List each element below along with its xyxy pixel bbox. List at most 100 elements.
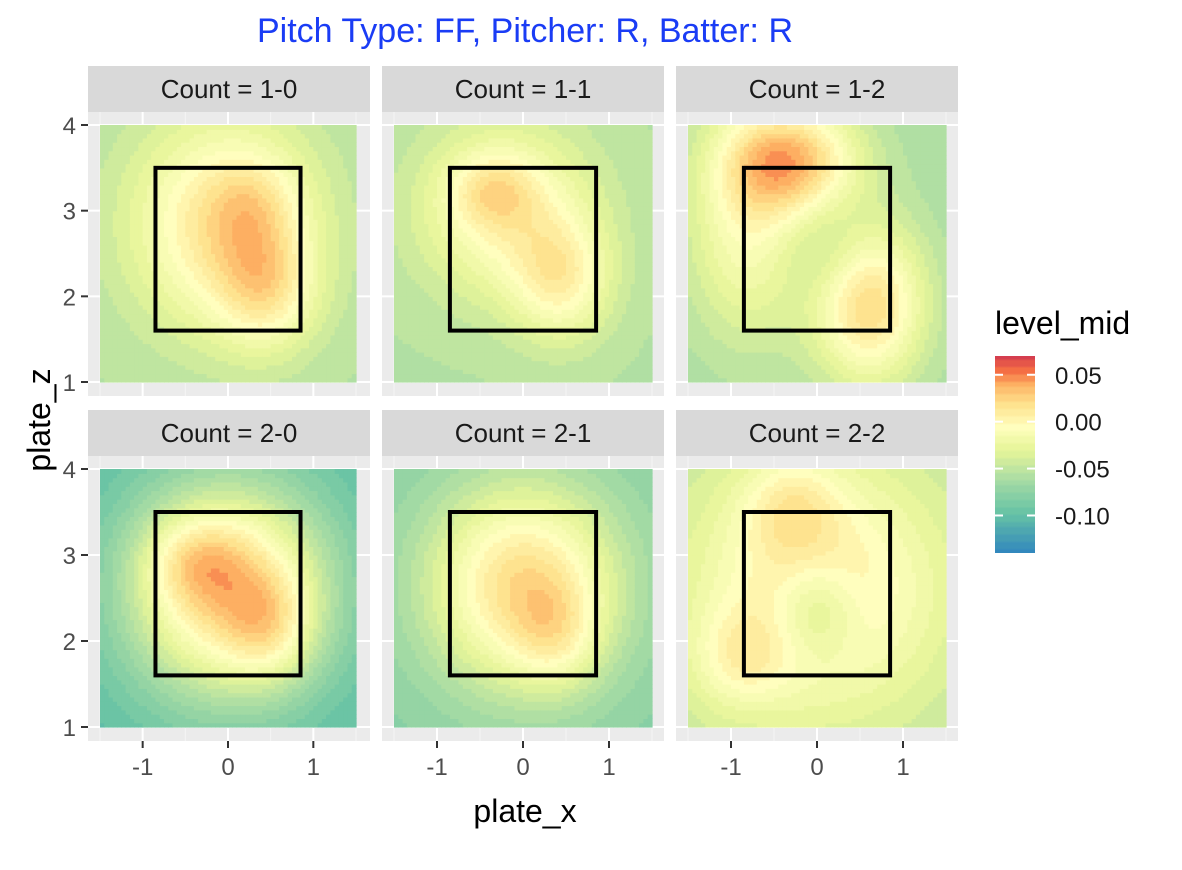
heatmap-cell <box>321 159 327 165</box>
heatmap-cell <box>270 339 276 345</box>
heatmap-cell <box>300 172 306 177</box>
heatmap-cell <box>257 172 263 177</box>
heatmap-cell <box>257 343 263 349</box>
heatmap-cell <box>138 360 144 366</box>
heatmap-cell <box>484 373 490 379</box>
heatmap-cell <box>330 279 336 285</box>
heatmap-cell <box>240 184 246 190</box>
heatmap-cell <box>300 125 306 130</box>
heatmap-cell <box>437 356 442 362</box>
heatmap-cell <box>172 184 178 190</box>
heatmap-cell <box>330 369 336 375</box>
heatmap-cell <box>300 142 306 148</box>
heatmap-cell <box>245 133 250 139</box>
heatmap-cell <box>121 189 127 195</box>
heatmap-cell <box>228 180 233 186</box>
heatmap-cell <box>309 206 314 212</box>
heatmap-cell <box>142 377 148 383</box>
heatmap-cell <box>219 142 225 148</box>
heatmap-cell <box>334 287 340 293</box>
heatmap-cell <box>134 154 139 160</box>
heatmap-cell <box>402 133 408 139</box>
heatmap-cell <box>475 227 481 233</box>
heatmap-cell <box>279 206 285 212</box>
heatmap-cell <box>334 163 340 169</box>
heatmap-cell <box>240 369 246 375</box>
heatmap-cell <box>283 227 289 233</box>
heatmap-cell <box>164 377 169 383</box>
heatmap-cell <box>151 360 157 366</box>
heatmap-cell <box>215 189 221 195</box>
heatmap-cell <box>108 253 114 259</box>
heatmap-cell <box>475 154 481 160</box>
heatmap-cell <box>185 125 191 130</box>
heatmap-cell <box>467 180 472 186</box>
heatmap-cell <box>454 202 460 207</box>
heatmap-cell <box>168 142 174 148</box>
heatmap-cell <box>257 142 263 148</box>
heatmap-cell <box>287 172 293 177</box>
heatmap-cell <box>449 249 455 255</box>
heatmap-cell <box>270 300 276 306</box>
heatmap-cell <box>253 330 259 336</box>
heatmap-cell <box>262 232 267 237</box>
heatmap-cell <box>210 317 216 323</box>
heatmap-cell <box>279 339 285 345</box>
heatmap-cell <box>121 206 127 212</box>
heatmap-cell <box>112 330 118 336</box>
heatmap-cell <box>155 253 161 259</box>
heatmap-cell <box>146 189 152 195</box>
heatmap-cell <box>257 129 263 135</box>
heatmap-cell <box>321 377 327 383</box>
heatmap-cell <box>245 309 250 315</box>
heatmap-cell <box>449 343 455 349</box>
heatmap-cell <box>215 304 221 310</box>
heatmap-cell <box>304 197 310 203</box>
heatmap-cell <box>193 356 199 362</box>
heatmap-cell <box>330 189 336 195</box>
heatmap-cell <box>240 223 246 229</box>
heatmap-cell <box>326 347 331 353</box>
heatmap-cell <box>198 219 203 225</box>
heatmap-cell <box>458 142 464 148</box>
heatmap-cell <box>198 227 203 233</box>
heatmap-cell <box>159 317 165 323</box>
heatmap-cell <box>176 167 182 173</box>
heatmap-cell <box>129 125 135 130</box>
heatmap-cell <box>484 146 490 152</box>
heatmap-cell <box>266 240 272 246</box>
heatmap-cell <box>471 287 477 293</box>
heatmap-cell <box>296 343 302 349</box>
heatmap-cell <box>181 223 186 229</box>
heatmap-cell <box>338 137 344 143</box>
heatmap-cell <box>411 210 417 216</box>
heatmap-cell <box>138 309 144 315</box>
heatmap-cell <box>283 219 289 225</box>
heatmap-cell <box>449 154 455 160</box>
heatmap-cell <box>274 125 280 130</box>
heatmap-cell <box>432 257 438 263</box>
heatmap-cell <box>406 159 412 165</box>
heatmap-cell <box>313 326 319 332</box>
heatmap-cell <box>223 129 229 135</box>
heatmap-cell <box>406 137 412 143</box>
heatmap-cell <box>428 219 434 225</box>
heatmap-cell <box>283 172 289 177</box>
heatmap-cell <box>181 369 186 375</box>
heatmap-cell <box>411 219 417 225</box>
heatmap-cell <box>151 343 157 349</box>
heatmap-cell <box>134 210 139 216</box>
heatmap-cell <box>321 227 327 233</box>
heatmap-cell <box>172 223 178 229</box>
heatmap-cell <box>253 343 259 349</box>
heatmap-cell <box>317 249 323 255</box>
heatmap-cell <box>185 189 191 195</box>
heatmap-cell <box>458 180 464 186</box>
heatmap-cell <box>206 249 212 255</box>
heatmap-cell <box>462 292 468 297</box>
heatmap-cell <box>283 184 289 190</box>
heatmap-cell <box>206 172 212 177</box>
heatmap-cell <box>437 163 442 169</box>
heatmap-cell <box>236 214 242 220</box>
heatmap-cell <box>176 129 182 135</box>
